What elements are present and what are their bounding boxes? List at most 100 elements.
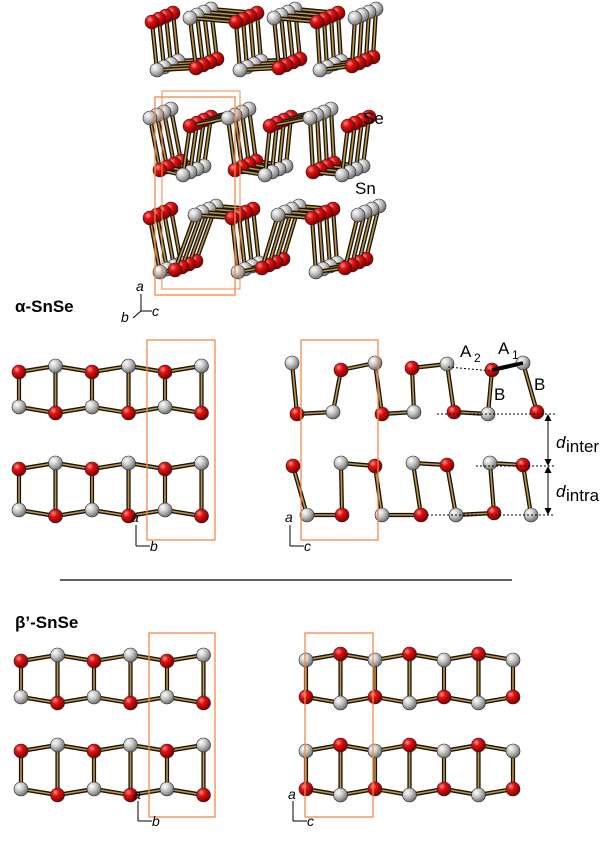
sn-atom	[196, 647, 211, 663]
se-atom	[505, 689, 521, 705]
sn-atom	[182, 10, 198, 26]
se-atom	[285, 458, 301, 474]
unit-cell-alpha-left	[146, 339, 216, 541]
beta-snse-title: β’-SnSe	[15, 613, 78, 632]
bond-highlight	[249, 15, 255, 65]
sn-atom	[13, 689, 29, 705]
sn-atom	[194, 455, 209, 471]
sn-atom	[196, 737, 211, 753]
svg-text:a: a	[285, 509, 293, 525]
alpha-snse-title: α-SnSe	[15, 297, 74, 316]
bond-highlight	[365, 11, 370, 61]
se-atom	[367, 689, 383, 705]
axis-alpha-right: a c	[285, 509, 311, 554]
svg-text:a: a	[288, 786, 296, 802]
bond-highlight	[256, 12, 262, 62]
se-atom	[142, 210, 158, 226]
bond-highlight	[446, 363, 455, 413]
sn-atom	[334, 167, 350, 183]
bond-highlight	[163, 211, 175, 267]
sn-atom	[187, 207, 203, 223]
sn-atom	[152, 264, 168, 280]
se-atom	[374, 406, 390, 422]
bond-highlight	[522, 362, 538, 413]
bond-highlight	[340, 462, 343, 516]
sn-atom	[480, 406, 496, 422]
se-atom	[50, 695, 65, 711]
bond-highlight	[234, 114, 243, 168]
sn-atom	[333, 455, 349, 471]
sn-atom	[11, 502, 27, 518]
se-atom	[196, 787, 211, 803]
svg-text:d: d	[556, 433, 566, 452]
bond-highlight	[316, 114, 321, 170]
interlayer-distance-annotations: d inter d intra	[427, 413, 600, 516]
sn-atom	[159, 689, 175, 705]
bond-highlight	[348, 122, 356, 173]
se-atom	[486, 505, 502, 521]
se-atom	[13, 653, 29, 669]
sn-atom	[471, 695, 486, 711]
se-atom	[333, 362, 349, 378]
sn-atom	[48, 358, 63, 374]
sn-atom	[121, 455, 136, 471]
bond-highlight	[344, 214, 359, 269]
sn-atom	[194, 358, 209, 374]
alpha-panel-a-b	[11, 358, 209, 524]
sn-atom	[402, 695, 417, 711]
bond-highlight	[158, 18, 165, 68]
bond-highlight	[151, 21, 158, 71]
bond-highlight	[261, 214, 279, 269]
se-atom	[86, 743, 102, 759]
se-atom	[188, 60, 204, 76]
svg-text:c: c	[304, 538, 311, 554]
sn-atom	[86, 689, 102, 705]
se-atom	[152, 162, 168, 178]
sn-atom	[333, 787, 348, 803]
bond-highlight	[411, 367, 415, 413]
sn-atom	[123, 737, 138, 753]
sn-atom	[471, 787, 486, 803]
se-atom	[167, 262, 183, 278]
bond-highlight	[174, 214, 196, 271]
svg-text:a: a	[136, 278, 144, 294]
bond-highlight	[280, 14, 287, 66]
bond-highlight	[203, 116, 212, 167]
se-atom	[436, 781, 452, 797]
se-label: Se	[363, 109, 384, 128]
bond-highlight	[330, 15, 335, 65]
sn-atom	[232, 62, 248, 78]
sn-atom	[405, 455, 421, 471]
se-atom	[157, 364, 173, 380]
bond-highlight	[182, 125, 191, 176]
sn-atom	[312, 62, 328, 78]
sn-atom	[436, 743, 452, 759]
se-atom	[304, 210, 320, 226]
bond-highlight	[351, 17, 356, 67]
bond-highlight	[189, 122, 198, 173]
svg-text:A: A	[460, 342, 472, 361]
se-atom	[182, 118, 198, 134]
svg-text:b: b	[150, 538, 158, 554]
se-atom	[289, 406, 305, 422]
sn-atom	[220, 110, 236, 126]
se-atom	[334, 507, 350, 523]
sn-atom	[308, 264, 324, 280]
sn-label: Sn	[355, 179, 376, 198]
svg-text:c: c	[152, 303, 159, 319]
se-atom	[11, 461, 27, 477]
unit-cell-alpha-right	[300, 339, 379, 541]
sn-atom	[302, 110, 318, 126]
sn-atom	[123, 647, 138, 663]
sn-atom	[50, 647, 65, 663]
se-atom	[271, 60, 287, 76]
svg-text:a: a	[131, 509, 139, 525]
sn-atom	[84, 399, 100, 415]
se-atom	[402, 646, 417, 662]
se-atom	[413, 507, 429, 523]
bond-highlight	[365, 205, 380, 260]
se-atom	[254, 260, 270, 276]
sn-atom	[402, 787, 417, 803]
bond-highlight	[323, 111, 328, 167]
